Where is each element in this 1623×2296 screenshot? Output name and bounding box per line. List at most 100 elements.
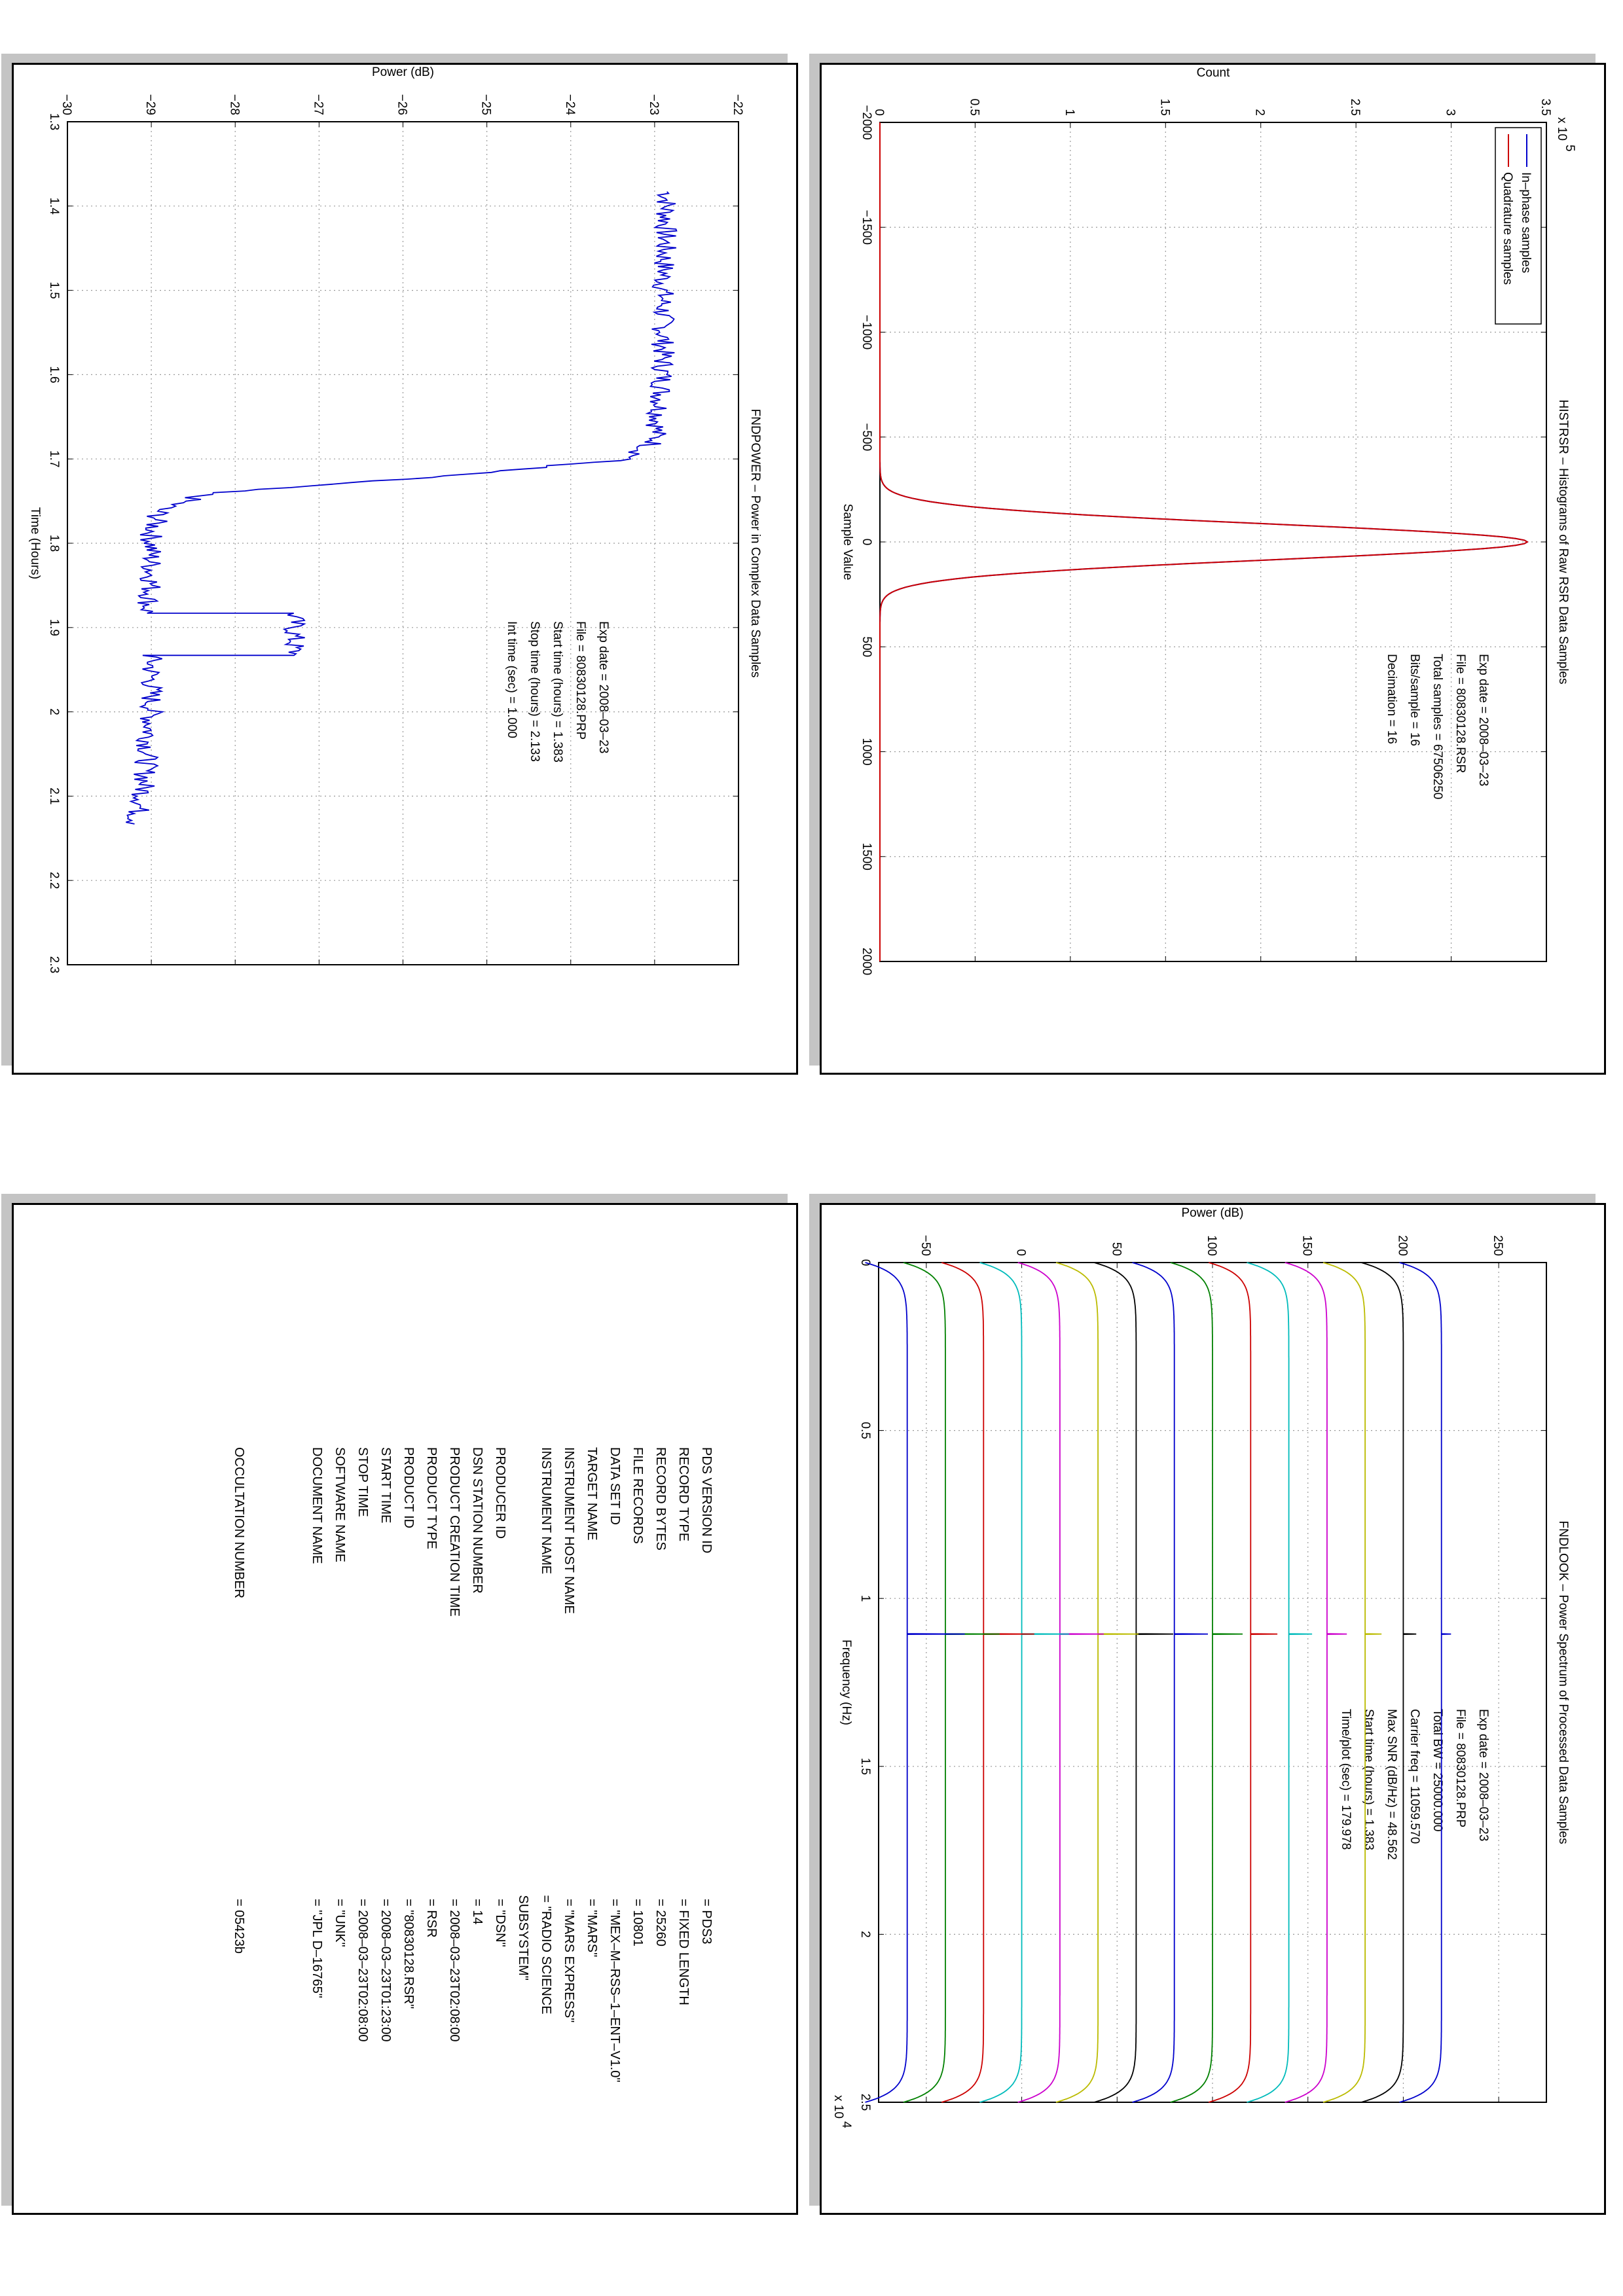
annotation-text: Total samples = 67506250 [1431, 654, 1444, 799]
fndpower-svg: 1.3 1.4 1.5 1.6 1.7 1.8 1.9 2 2.1 2.2 2.3 −30 −29 −28… [28, 65, 762, 973]
label-row: SOFTWARE NAME = "UNK" [328, 1447, 351, 2102]
y-tick-label: 1 [1063, 109, 1076, 116]
label-key: SOFTWARE NAME [333, 1447, 347, 1562]
x-tick-label: 2.5 [858, 2094, 872, 2111]
annotation-text: Exp date = 2008–03–23 [596, 621, 610, 753]
label-value: = 10801 [630, 1899, 645, 1946]
y-tick-label: 3.5 [1539, 99, 1552, 116]
chart-title: HISTRSR – Histograms of Raw RSR Data Sam… [1556, 399, 1570, 684]
spectrum-series-line [1017, 1262, 1104, 2103]
histrsr-panel: −2000 −1500 −1000 −500 0 500 1000 1500 2000 0 0.5 1… [820, 63, 1606, 1075]
chart-title: FNDPOWER – Power in Complex Data Samples [748, 409, 762, 678]
label-row: START TIME = 2008–03–23T01:23:00 [374, 1447, 397, 2102]
y-tick-label: 0 [872, 109, 886, 116]
label-key: OCCULTATION NUMBER [232, 1447, 246, 1599]
label-value: = "MEX–M–RSS–1–ENT–V1.0" [608, 1899, 622, 2083]
x-tick-label: −500 [860, 423, 873, 451]
x-axis-label: Frequency (Hz) [839, 1640, 853, 1725]
x-tick-label: 1.7 [47, 450, 61, 467]
x-tick-label: 2 [858, 1931, 872, 1938]
label-value: = "DSN" [493, 1899, 507, 1947]
annotation-text: Stop time (hours) = 2.133 [528, 621, 541, 762]
label-row: DSN STATION NUMBER = 14 [465, 1447, 488, 2102]
histrsr-svg: −2000 −1500 −1000 −500 0 500 1000 1500 2000 0 0.5 1… [841, 66, 1577, 975]
x-tick-label: 1.6 [47, 366, 61, 383]
x-tick-label: 1.4 [47, 198, 61, 215]
y-tick-label: 1.5 [1158, 99, 1171, 116]
label-key: FILE RECORDS [630, 1447, 645, 1544]
x-axis-label: Sample Value [841, 504, 854, 581]
legend-label: Quadrature samples [1501, 172, 1514, 285]
fndpower-chart: 1.3 1.4 1.5 1.6 1.7 1.8 1.9 2 2.1 2.2 2.3 −30 −29 −28… [14, 65, 796, 1073]
y-tick-label: 0 [1014, 1249, 1028, 1256]
histrsr-chart: −2000 −1500 −1000 −500 0 500 1000 1500 2000 0 0.5 1… [822, 65, 1604, 1073]
label-value: = RSR [424, 1899, 439, 1938]
spectrum-series-line [1055, 1262, 1139, 2103]
x-tick-label: 0 [860, 539, 873, 546]
label-value: = "UNK" [333, 1899, 347, 1947]
spectrum-series-line [1285, 1262, 1347, 2103]
spectrum-series-line [1361, 1262, 1417, 2103]
spectrum-series-line [1132, 1262, 1209, 2103]
x-tick-label: 1.5 [858, 1758, 872, 1775]
label-key: PRODUCER ID [493, 1447, 507, 1539]
annotation-text: Total BW = 25000.000 [1431, 1709, 1444, 1832]
label-value: = 14 [470, 1899, 484, 1925]
label-key: PDS VERSION ID [699, 1447, 714, 1554]
annotation-text: Time/plot (sec) = 179.978 [1339, 1709, 1353, 1850]
y-tick-label: 100 [1205, 1235, 1218, 1256]
x-tick-label: 0 [858, 1259, 872, 1266]
label-key: RECORD TYPE [676, 1447, 691, 1542]
x-tick-label: 1.3 [47, 113, 61, 130]
fndlook-svg: 0 0.5 1 1.5 2 2.5 −50 0 50 100 150 200 250 FNDLOOK – … [831, 1206, 1570, 2128]
x-tick-label: 1 [858, 1595, 872, 1602]
label-key: TARGET NAME [585, 1447, 599, 1541]
x-tick-label: 1500 [860, 843, 873, 870]
label-row: PRODUCT ID = "80830128.RSR" [397, 1447, 420, 2102]
legend-box [1495, 127, 1542, 325]
fndlook-panel: 0 0.5 1 1.5 2 2.5 −50 0 50 100 150 200 250 FNDLOOK – … [820, 1203, 1606, 2215]
x-tick-label: 1.8 [47, 535, 61, 552]
spectrum-series-line [979, 1262, 1069, 2103]
label-row: INSTRUMENT HOST NAME = "MARS EXPRESS" [557, 1447, 580, 2102]
annotation-text: File = 80830128.PRP [1453, 1709, 1467, 1827]
label-value: = 25260 [653, 1899, 668, 1946]
label-key: STOP TIME [356, 1447, 370, 1517]
label-value: = "80830128.RSR" [401, 1899, 416, 2009]
label-rows: PDS VERSION ID = PDS3 RECORD TYPE = FIXED L… [227, 1447, 718, 2102]
annotation-text: Start time (hours) = 1.383 [1362, 1709, 1376, 1850]
fndlook-chart: 0 0.5 1 1.5 2 2.5 −50 0 50 100 150 200 250 FNDLOOK – … [822, 1205, 1604, 2213]
label-value: = 2008–03–23T01:23:00 [378, 1899, 393, 2042]
legend-label: In–phase samples [1519, 172, 1533, 273]
label-row: RECORD BYTES = 25260 [649, 1447, 672, 2102]
x-tick-label: 2000 [860, 948, 873, 975]
annotation-text: Carrier freq = 11059.570 [1408, 1709, 1421, 1844]
y-tick-label: −29 [143, 94, 157, 115]
label-value: = "JPL D–16765" [310, 1899, 324, 1998]
y-tick-label: 3 [1444, 109, 1457, 116]
label-key: PRODUCT ID [401, 1447, 416, 1529]
label-row: FILE RECORDS = 10801 [626, 1447, 649, 2102]
label-value: = "MARS" [585, 1899, 599, 1958]
annotation-text: Int time (sec) = 1.000 [505, 621, 519, 738]
annotation-text: Bits/sample = 16 [1408, 654, 1421, 746]
spectrum-series-line [1170, 1262, 1243, 2103]
y-tick-label: 0.5 [967, 99, 981, 116]
y-tick-label: −50 [919, 1235, 932, 1256]
label-key: INSTRUMENT HOST NAME [562, 1447, 576, 1614]
chart-title: FNDLOOK – Power Spectrum of Processed Da… [1556, 1520, 1570, 1844]
y-tick-label: 50 [1109, 1242, 1123, 1256]
x-tick-label: −1000 [860, 315, 873, 350]
x-scale-exponent: 4 [839, 2121, 853, 2128]
plot-frame [879, 122, 1547, 962]
label-value: = PDS3 [699, 1899, 714, 1945]
label-value: = FIXED LENGTH [676, 1899, 691, 2005]
label-key: DSN STATION NUMBER [470, 1447, 484, 1594]
x-tick-label: 1.5 [47, 281, 61, 298]
spectrum-series-line [1208, 1262, 1278, 2103]
y-tick-label: −30 [60, 94, 73, 115]
x-tick-label: 0.5 [858, 1422, 872, 1439]
annotation-text: File = 80830128.RSR [1453, 654, 1467, 773]
label-row: PRODUCT CREATION TIME = 2008–03–23T02:08:… [443, 1447, 465, 2102]
spectrum-series-line [1247, 1262, 1313, 2103]
